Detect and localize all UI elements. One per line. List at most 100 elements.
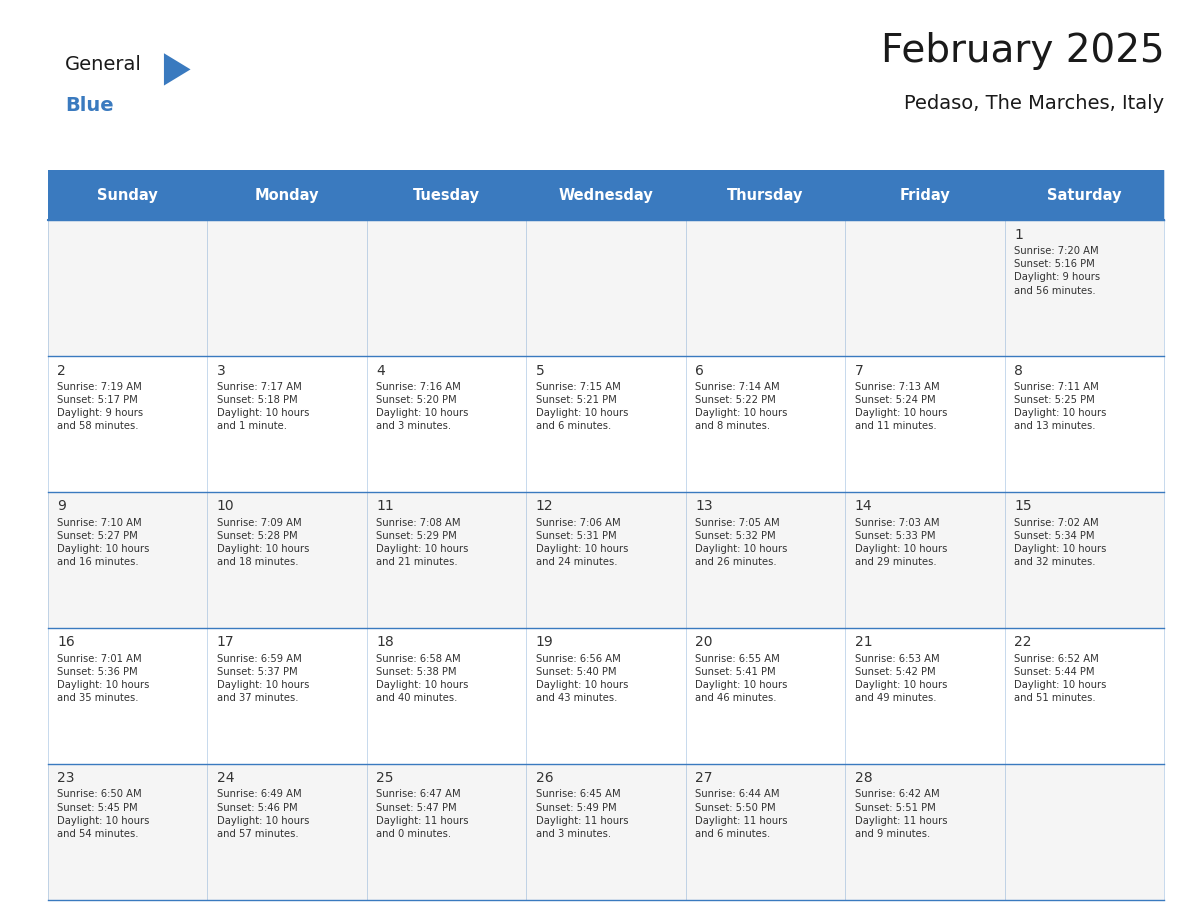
Text: Monday: Monday	[254, 187, 320, 203]
FancyBboxPatch shape	[367, 170, 526, 220]
FancyBboxPatch shape	[207, 170, 367, 220]
Text: Sunrise: 7:05 AM
Sunset: 5:32 PM
Daylight: 10 hours
and 26 minutes.: Sunrise: 7:05 AM Sunset: 5:32 PM Dayligh…	[695, 518, 788, 567]
Text: Saturday: Saturday	[1048, 187, 1121, 203]
Text: Sunrise: 7:17 AM
Sunset: 5:18 PM
Daylight: 10 hours
and 1 minute.: Sunrise: 7:17 AM Sunset: 5:18 PM Dayligh…	[216, 382, 309, 431]
Text: Sunday: Sunday	[97, 187, 158, 203]
Text: February 2025: February 2025	[880, 32, 1164, 70]
FancyBboxPatch shape	[48, 220, 207, 356]
FancyBboxPatch shape	[845, 356, 1005, 492]
Text: 11: 11	[377, 499, 394, 513]
FancyBboxPatch shape	[48, 170, 207, 220]
Text: 13: 13	[695, 499, 713, 513]
Text: Sunrise: 7:20 AM
Sunset: 5:16 PM
Daylight: 9 hours
and 56 minutes.: Sunrise: 7:20 AM Sunset: 5:16 PM Dayligh…	[1015, 246, 1100, 296]
Text: Sunrise: 7:02 AM
Sunset: 5:34 PM
Daylight: 10 hours
and 32 minutes.: Sunrise: 7:02 AM Sunset: 5:34 PM Dayligh…	[1015, 518, 1106, 567]
Text: 17: 17	[216, 635, 234, 649]
Text: Sunrise: 7:13 AM
Sunset: 5:24 PM
Daylight: 10 hours
and 11 minutes.: Sunrise: 7:13 AM Sunset: 5:24 PM Dayligh…	[854, 382, 947, 431]
Text: 15: 15	[1015, 499, 1032, 513]
FancyBboxPatch shape	[845, 764, 1005, 900]
Text: Sunrise: 7:01 AM
Sunset: 5:36 PM
Daylight: 10 hours
and 35 minutes.: Sunrise: 7:01 AM Sunset: 5:36 PM Dayligh…	[57, 654, 150, 703]
FancyBboxPatch shape	[207, 628, 367, 764]
Text: Thursday: Thursday	[727, 187, 803, 203]
Text: Sunrise: 7:14 AM
Sunset: 5:22 PM
Daylight: 10 hours
and 8 minutes.: Sunrise: 7:14 AM Sunset: 5:22 PM Dayligh…	[695, 382, 788, 431]
Text: 19: 19	[536, 635, 554, 649]
Text: 10: 10	[216, 499, 234, 513]
Text: Sunrise: 6:56 AM
Sunset: 5:40 PM
Daylight: 10 hours
and 43 minutes.: Sunrise: 6:56 AM Sunset: 5:40 PM Dayligh…	[536, 654, 628, 703]
Text: 21: 21	[854, 635, 872, 649]
Text: Sunrise: 7:06 AM
Sunset: 5:31 PM
Daylight: 10 hours
and 24 minutes.: Sunrise: 7:06 AM Sunset: 5:31 PM Dayligh…	[536, 518, 628, 567]
FancyBboxPatch shape	[48, 628, 207, 764]
FancyBboxPatch shape	[48, 764, 207, 900]
FancyBboxPatch shape	[207, 356, 367, 492]
FancyBboxPatch shape	[367, 764, 526, 900]
Text: 4: 4	[377, 364, 385, 377]
Text: Pedaso, The Marches, Italy: Pedaso, The Marches, Italy	[904, 94, 1164, 113]
Text: Sunrise: 7:19 AM
Sunset: 5:17 PM
Daylight: 9 hours
and 58 minutes.: Sunrise: 7:19 AM Sunset: 5:17 PM Dayligh…	[57, 382, 143, 431]
Text: 12: 12	[536, 499, 554, 513]
FancyBboxPatch shape	[48, 492, 207, 628]
Text: 22: 22	[1015, 635, 1031, 649]
FancyBboxPatch shape	[1005, 356, 1164, 492]
FancyBboxPatch shape	[1005, 492, 1164, 628]
FancyBboxPatch shape	[685, 356, 845, 492]
Text: Sunrise: 7:10 AM
Sunset: 5:27 PM
Daylight: 10 hours
and 16 minutes.: Sunrise: 7:10 AM Sunset: 5:27 PM Dayligh…	[57, 518, 150, 567]
FancyBboxPatch shape	[207, 492, 367, 628]
Text: 6: 6	[695, 364, 704, 377]
Text: Sunrise: 6:47 AM
Sunset: 5:47 PM
Daylight: 11 hours
and 0 minutes.: Sunrise: 6:47 AM Sunset: 5:47 PM Dayligh…	[377, 789, 468, 839]
FancyBboxPatch shape	[845, 492, 1005, 628]
Text: Sunrise: 7:03 AM
Sunset: 5:33 PM
Daylight: 10 hours
and 29 minutes.: Sunrise: 7:03 AM Sunset: 5:33 PM Dayligh…	[854, 518, 947, 567]
Text: Sunrise: 6:52 AM
Sunset: 5:44 PM
Daylight: 10 hours
and 51 minutes.: Sunrise: 6:52 AM Sunset: 5:44 PM Dayligh…	[1015, 654, 1106, 703]
Text: 9: 9	[57, 499, 65, 513]
FancyBboxPatch shape	[367, 220, 526, 356]
Text: Friday: Friday	[899, 187, 950, 203]
Text: Blue: Blue	[65, 96, 114, 116]
FancyBboxPatch shape	[1005, 220, 1164, 356]
Text: 25: 25	[377, 771, 393, 785]
FancyBboxPatch shape	[685, 764, 845, 900]
Text: 5: 5	[536, 364, 544, 377]
FancyBboxPatch shape	[207, 220, 367, 356]
Text: 20: 20	[695, 635, 713, 649]
Text: 8: 8	[1015, 364, 1023, 377]
Text: Sunrise: 7:11 AM
Sunset: 5:25 PM
Daylight: 10 hours
and 13 minutes.: Sunrise: 7:11 AM Sunset: 5:25 PM Dayligh…	[1015, 382, 1106, 431]
Text: 18: 18	[377, 635, 394, 649]
Text: Sunrise: 6:53 AM
Sunset: 5:42 PM
Daylight: 10 hours
and 49 minutes.: Sunrise: 6:53 AM Sunset: 5:42 PM Dayligh…	[854, 654, 947, 703]
FancyBboxPatch shape	[367, 356, 526, 492]
FancyBboxPatch shape	[526, 220, 685, 356]
FancyBboxPatch shape	[526, 356, 685, 492]
Polygon shape	[164, 53, 190, 85]
Text: Sunrise: 6:42 AM
Sunset: 5:51 PM
Daylight: 11 hours
and 9 minutes.: Sunrise: 6:42 AM Sunset: 5:51 PM Dayligh…	[854, 789, 947, 839]
Text: Sunrise: 7:16 AM
Sunset: 5:20 PM
Daylight: 10 hours
and 3 minutes.: Sunrise: 7:16 AM Sunset: 5:20 PM Dayligh…	[377, 382, 468, 431]
FancyBboxPatch shape	[1005, 764, 1164, 900]
Text: 23: 23	[57, 771, 75, 785]
Text: Sunrise: 7:08 AM
Sunset: 5:29 PM
Daylight: 10 hours
and 21 minutes.: Sunrise: 7:08 AM Sunset: 5:29 PM Dayligh…	[377, 518, 468, 567]
FancyBboxPatch shape	[685, 492, 845, 628]
Text: Tuesday: Tuesday	[413, 187, 480, 203]
FancyBboxPatch shape	[845, 220, 1005, 356]
FancyBboxPatch shape	[685, 220, 845, 356]
Text: 28: 28	[854, 771, 872, 785]
FancyBboxPatch shape	[526, 170, 685, 220]
FancyBboxPatch shape	[526, 628, 685, 764]
FancyBboxPatch shape	[207, 764, 367, 900]
Text: 1: 1	[1015, 228, 1023, 241]
Text: Sunrise: 6:45 AM
Sunset: 5:49 PM
Daylight: 11 hours
and 3 minutes.: Sunrise: 6:45 AM Sunset: 5:49 PM Dayligh…	[536, 789, 628, 839]
FancyBboxPatch shape	[1005, 628, 1164, 764]
Text: 2: 2	[57, 364, 65, 377]
FancyBboxPatch shape	[685, 170, 845, 220]
FancyBboxPatch shape	[367, 492, 526, 628]
FancyBboxPatch shape	[685, 628, 845, 764]
FancyBboxPatch shape	[845, 170, 1005, 220]
Text: 7: 7	[854, 364, 864, 377]
Text: 14: 14	[854, 499, 872, 513]
Text: Wednesday: Wednesday	[558, 187, 653, 203]
Text: 27: 27	[695, 771, 713, 785]
Text: Sunrise: 6:49 AM
Sunset: 5:46 PM
Daylight: 10 hours
and 57 minutes.: Sunrise: 6:49 AM Sunset: 5:46 PM Dayligh…	[216, 789, 309, 839]
Text: 24: 24	[216, 771, 234, 785]
Text: Sunrise: 6:50 AM
Sunset: 5:45 PM
Daylight: 10 hours
and 54 minutes.: Sunrise: 6:50 AM Sunset: 5:45 PM Dayligh…	[57, 789, 150, 839]
Text: 26: 26	[536, 771, 554, 785]
FancyBboxPatch shape	[48, 356, 207, 492]
FancyBboxPatch shape	[367, 628, 526, 764]
Text: Sunrise: 7:09 AM
Sunset: 5:28 PM
Daylight: 10 hours
and 18 minutes.: Sunrise: 7:09 AM Sunset: 5:28 PM Dayligh…	[216, 518, 309, 567]
Text: Sunrise: 6:59 AM
Sunset: 5:37 PM
Daylight: 10 hours
and 37 minutes.: Sunrise: 6:59 AM Sunset: 5:37 PM Dayligh…	[216, 654, 309, 703]
FancyBboxPatch shape	[526, 492, 685, 628]
